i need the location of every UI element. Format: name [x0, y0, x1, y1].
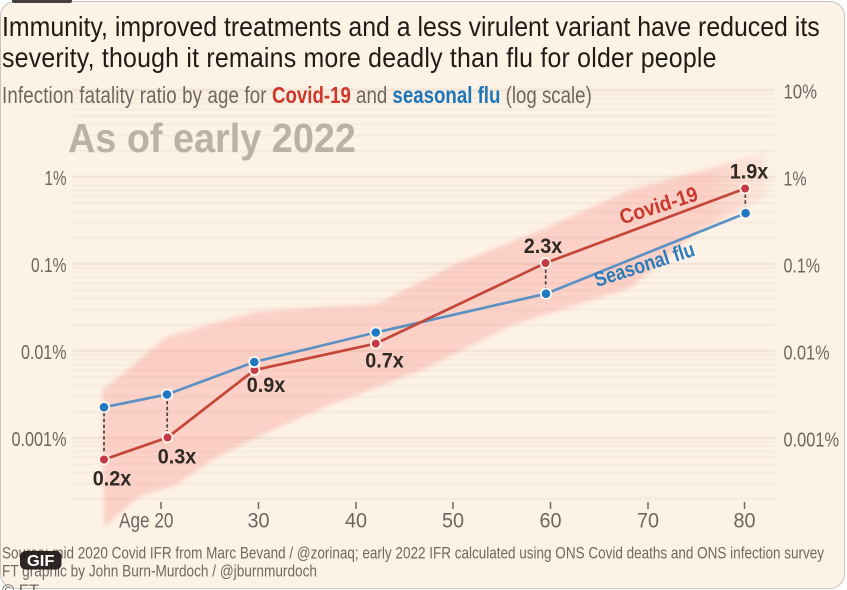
- svg-text:40: 40: [345, 510, 367, 533]
- svg-text:10%: 10%: [784, 82, 818, 104]
- svg-text:1%: 1%: [45, 168, 67, 190]
- svg-text:0.1%: 0.1%: [784, 256, 821, 278]
- svg-text:0.2x: 0.2x: [93, 468, 132, 491]
- svg-text:60: 60: [540, 510, 562, 533]
- svg-text:0.01%: 0.01%: [784, 343, 830, 365]
- svg-text:© FT: © FT: [2, 582, 39, 590]
- svg-text:FT graphic by John Burn-Murdoc: FT graphic by John Burn-Murdoch / @jburn…: [2, 563, 317, 581]
- svg-text:70: 70: [637, 510, 659, 533]
- svg-text:0.9x: 0.9x: [247, 374, 286, 397]
- svg-text:0.001%: 0.001%: [12, 429, 67, 451]
- svg-text:80: 80: [734, 510, 756, 533]
- svg-text:50: 50: [442, 510, 464, 533]
- svg-text:1.9x: 1.9x: [730, 161, 769, 184]
- svg-text:30: 30: [248, 510, 270, 533]
- svg-text:Age 20: Age 20: [119, 510, 174, 533]
- svg-text:0.001%: 0.001%: [784, 430, 840, 452]
- svg-text:1%: 1%: [784, 169, 807, 191]
- svg-text:0.3x: 0.3x: [158, 446, 197, 469]
- svg-text:0.01%: 0.01%: [21, 342, 67, 364]
- svg-text:Source: mid 2020 Covid IFR fro: Source: mid 2020 Covid IFR from Marc Bev…: [2, 545, 825, 563]
- svg-text:GIF: GIF: [27, 553, 55, 570]
- svg-text:2.3x: 2.3x: [524, 235, 563, 258]
- svg-text:0.7x: 0.7x: [365, 350, 404, 373]
- svg-text:0.1%: 0.1%: [31, 255, 67, 277]
